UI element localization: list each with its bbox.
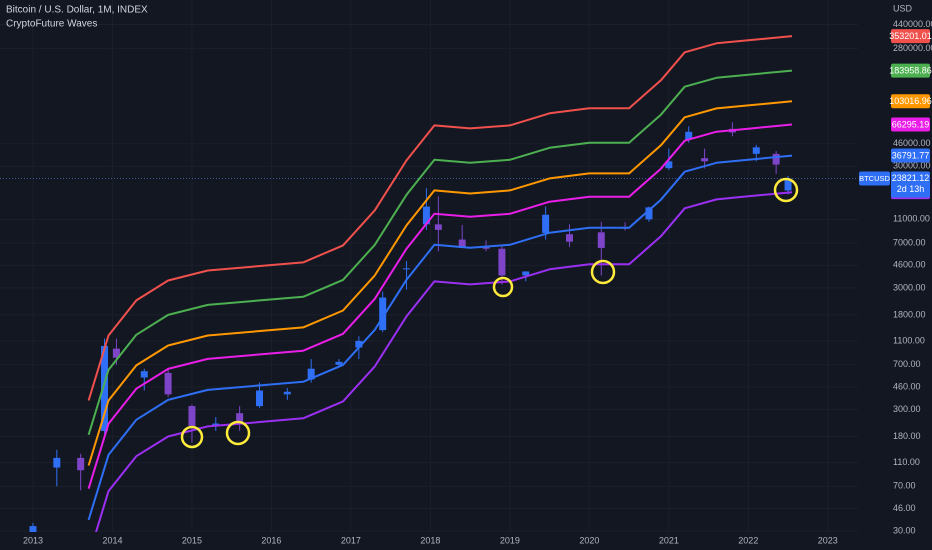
candle-body [256, 390, 264, 407]
candle-body [379, 297, 387, 331]
y-tick-label: 300.00 [893, 404, 921, 414]
price-tag-label: 66295.19 [892, 119, 930, 129]
candle-body [77, 457, 85, 471]
candle-body [335, 361, 343, 365]
candle-body [307, 368, 315, 380]
candle-body [422, 206, 430, 225]
y-tick-label: 4600.00 [893, 260, 926, 270]
price-tag [891, 94, 930, 109]
highlight-circle [773, 177, 799, 203]
y-tick-label: 46000.00 [893, 138, 931, 148]
x-tick-label: 2018 [420, 535, 440, 545]
y-tick-label: 46.00 [893, 503, 916, 513]
x-tick-label: 2015 [182, 535, 202, 545]
price-tag [891, 63, 930, 78]
x-tick-label: 2013 [23, 535, 43, 545]
band-line [94, 191, 793, 532]
band-line [87, 100, 793, 466]
candle-body [772, 153, 780, 165]
y-tick-label: 30000.00 [893, 161, 931, 171]
candle-body [752, 147, 760, 154]
symbol-tag-label: BTCUSD [859, 174, 890, 183]
y-tick-label: 30.00 [893, 525, 916, 535]
band-line [87, 35, 793, 401]
candle-body [645, 207, 653, 220]
price-tag [891, 29, 930, 44]
symbol-tag [859, 171, 890, 186]
candle-body [29, 526, 37, 532]
y-tick-label: 11000.00 [893, 214, 930, 224]
x-tick-label: 2022 [738, 535, 758, 545]
candle-body [701, 158, 709, 162]
candle-body [434, 224, 442, 230]
band-line [87, 154, 793, 521]
plot-area [0, 35, 858, 532]
y-tick-label: 7000.00 [893, 238, 926, 248]
currency-label: USD [893, 3, 913, 13]
y-tick-label: 3000.00 [893, 282, 926, 292]
x-tick-label: 2016 [261, 535, 281, 545]
price-tag-label: 103016.96 [889, 96, 932, 106]
current-price-label: 23821.12 [892, 173, 930, 183]
y-tick-label: 70.00 [893, 481, 916, 491]
candle-body [542, 214, 550, 233]
highlight-circle [590, 259, 616, 285]
x-tick-label: 2014 [102, 535, 122, 545]
band-line [87, 69, 793, 436]
y-tick-label: 440000.00 [893, 19, 932, 29]
x-tick-label: 2019 [500, 535, 520, 545]
y-tick-label: 110.00 [893, 457, 920, 467]
candle-body [236, 413, 244, 424]
y-tick-label: 700.00 [893, 359, 921, 369]
candle-body [565, 234, 573, 242]
price-tag-label: 353201.01 [889, 31, 932, 41]
candle-body [212, 423, 220, 426]
candle-body [112, 348, 120, 358]
candle-body [665, 161, 673, 169]
highlight-circle [492, 276, 514, 298]
price-tag-label: 36791.77 [892, 150, 930, 160]
countdown-label: 2d 13h [897, 184, 925, 194]
highlight-circles [180, 177, 799, 449]
indicator-name: CryptoFuture Waves [6, 19, 97, 30]
candle-body [164, 372, 172, 395]
candle-body [597, 232, 605, 248]
highlight-circle [180, 425, 204, 449]
candle-body [101, 345, 109, 431]
chart-title: Bitcoin / U.S. Dollar, 1M, INDEX [6, 5, 148, 16]
x-tick-label: 2021 [659, 535, 679, 545]
y-tick-label: 1800.00 [893, 309, 926, 319]
y-tick-label: 280000.00 [893, 43, 932, 53]
band-line [87, 123, 793, 489]
candle-body [403, 268, 411, 270]
candle-body [458, 239, 466, 248]
y-tick-label: 1100.00 [893, 335, 925, 345]
candle-body [188, 406, 196, 426]
price-tag-label: 183958.86 [889, 65, 932, 75]
grid [0, 0, 858, 532]
price-axis: 440000.00 280000.00 46000.00 30000.00 11000.… [859, 19, 932, 535]
candle-body [498, 248, 506, 276]
current-price-tag [891, 171, 930, 198]
candle-body [522, 271, 530, 276]
candle-body [283, 391, 291, 395]
candle-body [355, 340, 363, 348]
y-tick-label: 180.00 [893, 431, 921, 441]
candle-body [784, 178, 792, 191]
candle-body [140, 371, 148, 378]
x-tick-label: 2020 [579, 535, 599, 545]
y-tick-label: 460.00 [893, 381, 921, 391]
candle-body [53, 457, 61, 468]
price-tag [891, 148, 930, 163]
x-tick-label: 2023 [818, 535, 838, 545]
candle-body [685, 131, 693, 140]
highlight-circle [225, 420, 251, 446]
price-tag [891, 117, 930, 132]
x-tick-label: 2017 [341, 535, 361, 545]
